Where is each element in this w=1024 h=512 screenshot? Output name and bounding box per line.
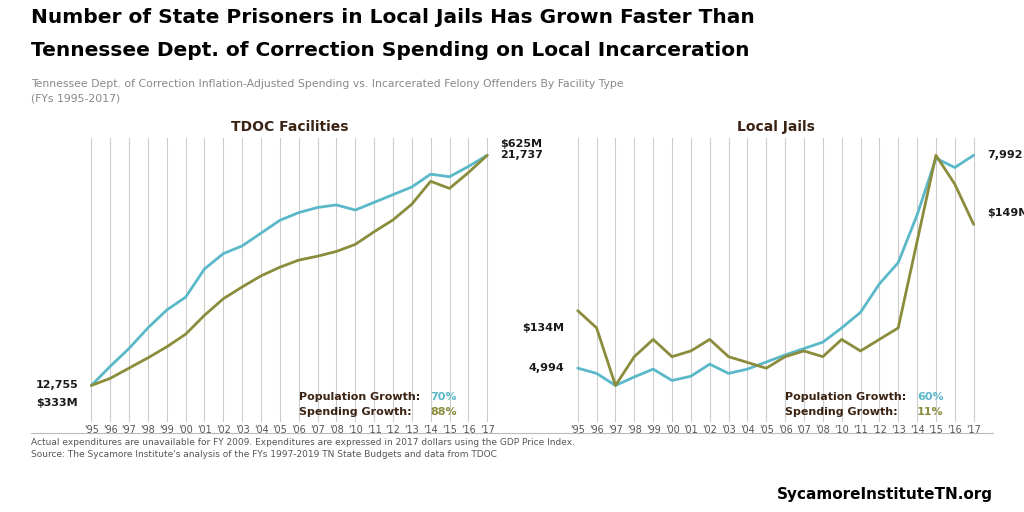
Text: 21,737: 21,737 — [501, 151, 544, 160]
Text: $149M: $149M — [987, 208, 1024, 218]
Text: 11%: 11% — [918, 408, 944, 417]
Text: 4,994: 4,994 — [528, 363, 564, 373]
Text: Tennessee Dept. of Correction Inflation-Adjusted Spending vs. Incarcerated Felon: Tennessee Dept. of Correction Inflation-… — [31, 79, 624, 103]
Text: $333M: $333M — [37, 397, 78, 408]
Text: $134M: $134M — [522, 323, 564, 333]
Text: 12,755: 12,755 — [36, 380, 78, 391]
Text: $625M: $625M — [501, 139, 543, 149]
Text: Population Growth:: Population Growth: — [785, 392, 906, 402]
Text: Number of State Prisoners in Local Jails Has Grown Faster Than: Number of State Prisoners in Local Jails… — [31, 8, 755, 27]
Title: Local Jails: Local Jails — [736, 120, 815, 134]
Text: SycamoreInstituteTN.org: SycamoreInstituteTN.org — [777, 487, 993, 502]
Text: Actual expenditures are unavailable for FY 2009. Expenditures are expressed in 2: Actual expenditures are unavailable for … — [31, 438, 574, 459]
Text: 70%: 70% — [431, 392, 457, 402]
Title: TDOC Facilities: TDOC Facilities — [230, 120, 348, 134]
Text: 88%: 88% — [431, 408, 458, 417]
Text: Tennessee Dept. of Correction Spending on Local Incarceration: Tennessee Dept. of Correction Spending o… — [31, 41, 750, 60]
Text: 7,992: 7,992 — [987, 151, 1022, 160]
Text: 60%: 60% — [918, 392, 944, 402]
Text: Population Growth:: Population Growth: — [299, 392, 420, 402]
Text: Spending Growth:: Spending Growth: — [299, 408, 412, 417]
Text: Spending Growth:: Spending Growth: — [785, 408, 898, 417]
